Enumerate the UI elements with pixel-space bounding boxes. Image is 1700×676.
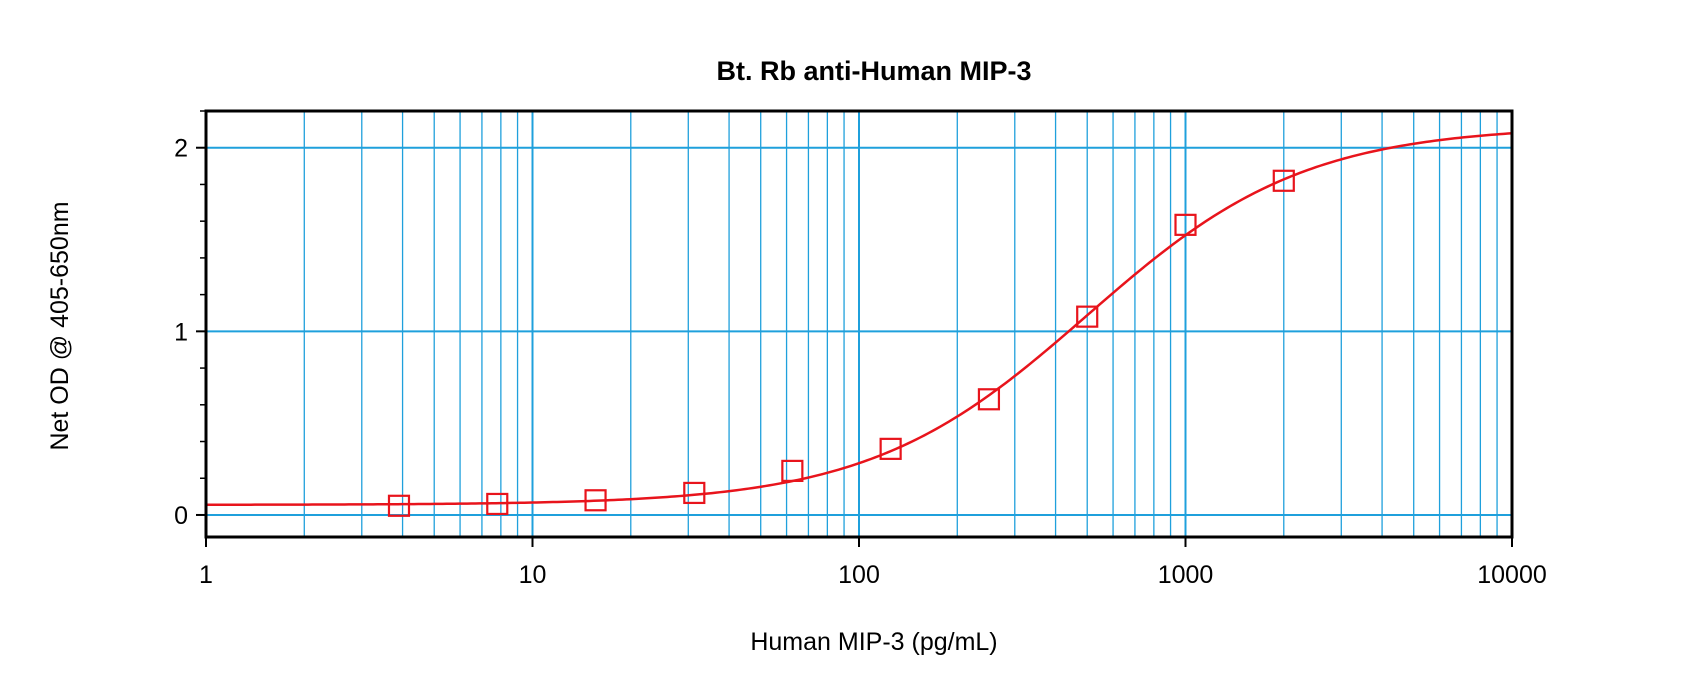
plot-frame: [204, 109, 1514, 539]
chart-title: Bt. Rb anti-Human MIP-3: [717, 56, 1032, 86]
data-points: [387, 169, 1295, 517]
data-point-marker: [1076, 305, 1099, 328]
x-tick-labels: 1 10 100 1000 10000: [199, 561, 1547, 589]
y-tick-label: 1: [174, 318, 188, 346]
x-tick-label: 1: [199, 561, 213, 589]
x-tick-label: 10000: [1477, 561, 1547, 589]
y-axis-label: Net OD @ 405-650nm: [46, 201, 74, 450]
data-point-marker: [387, 494, 411, 517]
grid-layer: [206, 111, 1512, 537]
y-tick-labels: 0 1 2: [174, 135, 188, 530]
data-point-marker: [1174, 213, 1197, 236]
x-tick-label: 10: [519, 561, 547, 589]
data-point-marker: [683, 481, 706, 505]
x-tick-label: 100: [838, 561, 880, 589]
data-point-marker: [584, 489, 607, 512]
y-tick-label: 0: [174, 502, 188, 530]
data-point-marker: [486, 492, 509, 516]
data-point-marker: [879, 437, 902, 460]
data-point-marker: [781, 459, 804, 482]
x-axis-label: Human MIP-3 (pg/mL): [750, 628, 997, 656]
data-point-marker: [1272, 169, 1295, 192]
data-point-marker: [977, 388, 1001, 411]
x-tick-label: 1000: [1158, 561, 1214, 589]
y-tick-label: 2: [174, 135, 188, 163]
minor-tick-layer: [196, 110, 1513, 547]
